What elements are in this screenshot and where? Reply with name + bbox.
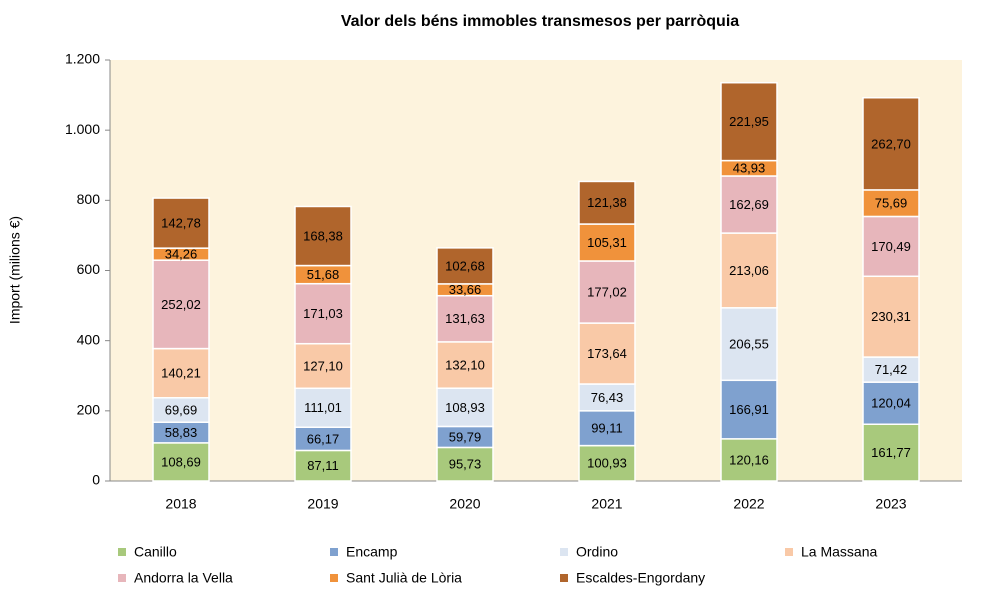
data-label: 171,03 [303,306,343,321]
data-label: 168,38 [303,228,343,243]
data-label: 33,66 [449,282,482,297]
bar-segment [862,96,920,191]
data-label: 173,64 [587,346,627,361]
data-label: 131,63 [445,311,485,326]
legend-swatch [330,574,338,582]
bar-segment [436,247,494,285]
bar-segment [294,449,352,482]
bar-segment [578,260,636,324]
bar-segment [862,215,920,278]
y-tick-label: 200 [77,402,101,418]
bar-segment [720,81,778,162]
data-label: 76,43 [591,390,624,405]
data-label: 34,26 [165,247,198,262]
chart-title: Valor dels béns immobles transmesos per … [341,13,739,30]
bar-segment [720,232,778,309]
y-tick-label: 0 [92,472,100,488]
legend-swatch [785,548,793,556]
x-tick-label: 2023 [875,496,906,512]
bar-segment [294,205,352,267]
legend-swatch [560,574,568,582]
bar-segment [862,189,920,218]
data-label: 177,02 [587,284,627,299]
data-label: 75,69 [875,196,908,211]
legend-swatch [118,548,126,556]
data-label: 59,79 [449,429,482,444]
data-label: 100,93 [587,456,627,471]
data-label: 87,11 [307,458,339,473]
data-label: 140,21 [161,366,201,381]
data-label: 58,83 [165,425,198,440]
data-label: 162,69 [729,197,769,212]
data-label: 230,31 [871,309,911,324]
bar-segment [436,294,494,343]
data-label: 221,95 [729,114,769,129]
data-label: 206,55 [729,336,769,351]
y-tick-label: 800 [77,191,101,207]
bar-segment [436,341,494,389]
data-label: 161,77 [871,445,911,460]
legend-label: Andorra la Vella [134,570,233,586]
bar-segment [720,438,778,482]
x-tick-label: 2019 [307,496,338,512]
x-tick-label: 2020 [449,496,480,512]
data-label: 142,78 [161,216,201,231]
data-label: 108,93 [445,400,485,415]
data-label: 51,68 [307,267,340,282]
bar-segment [862,356,920,383]
bar-segment [294,282,352,345]
data-label: 127,10 [303,358,343,373]
y-tick-label: 400 [77,331,101,347]
bar-segment [862,423,920,482]
x-tick-label: 2018 [165,496,196,512]
data-label: 121,38 [587,195,627,210]
data-label: 132,10 [445,357,485,372]
data-label: 102,68 [445,258,485,273]
data-label: 69,69 [165,402,198,417]
data-label: 170,49 [871,239,911,254]
x-tick-label: 2022 [733,496,764,512]
legend-label: La Massana [801,544,877,560]
bar-segment [720,307,778,382]
legend-swatch [560,548,568,556]
y-tick-label: 600 [77,261,101,277]
y-axis-label: Import (milions €) [7,216,23,324]
data-label: 99,11 [591,421,623,436]
bar-segment [720,175,778,234]
data-label: 66,17 [307,431,340,446]
data-label: 108,69 [161,454,201,469]
legend-swatch [330,548,338,556]
bar-segment [294,342,352,390]
data-label: 166,91 [729,402,769,417]
legend-label: Sant Julià de Lòria [346,570,462,586]
data-label: 43,93 [733,161,766,176]
data-label: 252,02 [161,297,201,312]
data-label: 105,31 [587,235,627,250]
data-label: 120,04 [871,396,911,411]
y-tick-label: 1.000 [65,121,100,137]
legend-label: Ordino [576,544,618,560]
plot-area [110,60,962,481]
bar-segment [578,180,636,225]
data-label: 71,42 [875,362,908,377]
data-label: 262,70 [871,136,911,151]
y-tick-label: 1.200 [65,51,100,67]
bar-segment [436,446,494,482]
bar-segment [152,197,210,249]
data-label: 95,73 [449,457,482,472]
data-label: 111,01 [304,400,342,415]
data-label: 120,16 [729,452,769,467]
bar-segment [862,275,920,358]
data-label: 213,06 [729,263,769,278]
legend-label: Canillo [134,544,177,560]
legend-swatch [118,574,126,582]
bar-segment [578,444,636,482]
x-tick-label: 2021 [591,496,622,512]
legend-label: Escaldes-Engordany [576,570,705,586]
legend-label: Encamp [346,544,398,560]
